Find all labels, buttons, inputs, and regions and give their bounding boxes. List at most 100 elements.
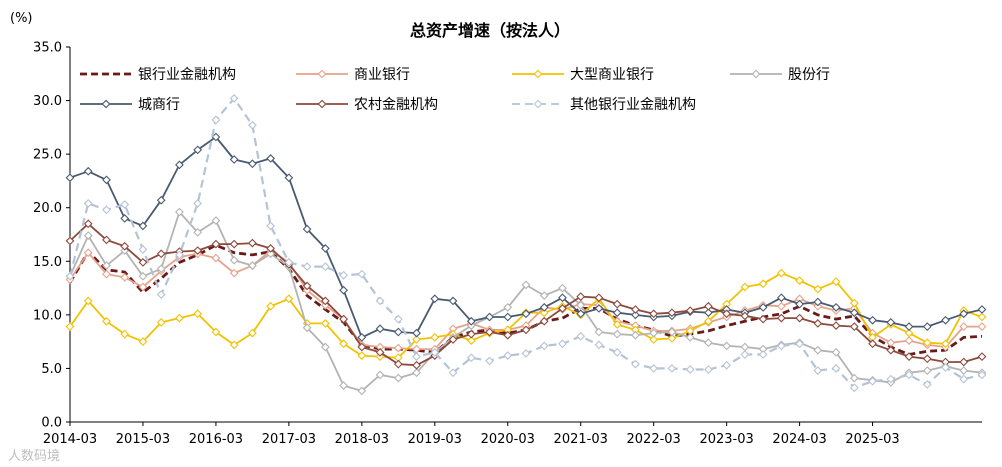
data-point <box>466 353 476 363</box>
data-point <box>576 331 586 341</box>
legend-item-4: 城商行 <box>80 97 180 113</box>
legend-marker <box>533 99 543 109</box>
data-point <box>83 296 93 306</box>
data-point <box>339 381 348 390</box>
data-point <box>594 304 604 313</box>
data-point <box>941 339 950 349</box>
data-point <box>284 173 294 183</box>
x-tick-label: 2022-03 <box>627 432 681 447</box>
data-point <box>393 327 403 337</box>
data-point <box>704 308 713 318</box>
data-point <box>795 339 804 349</box>
data-point <box>375 296 385 306</box>
data-point <box>120 329 130 339</box>
data-point <box>922 338 932 348</box>
data-point <box>704 316 713 326</box>
data-point <box>156 290 166 299</box>
data-point <box>339 314 348 324</box>
legend-marker <box>751 69 761 79</box>
data-point <box>667 334 677 343</box>
data-point <box>904 328 914 338</box>
legend-marker <box>533 69 543 79</box>
data-point <box>521 349 531 358</box>
data-point <box>412 335 421 344</box>
data-point <box>430 332 440 342</box>
y-unit-label: (%) <box>10 11 33 26</box>
data-point <box>758 279 768 289</box>
y-tick-label: 20.0 <box>33 201 62 216</box>
data-point <box>977 370 987 380</box>
data-point <box>922 380 932 389</box>
series-3 <box>65 207 987 396</box>
data-point <box>758 314 768 324</box>
data-point <box>795 313 804 323</box>
data-point <box>412 368 421 378</box>
data-point <box>229 155 239 164</box>
data-point <box>667 308 677 318</box>
data-point <box>831 321 841 330</box>
y-tick-label: 35.0 <box>33 41 62 56</box>
data-point <box>539 316 549 326</box>
data-point <box>156 317 166 327</box>
data-point <box>320 342 330 352</box>
data-point <box>302 323 312 333</box>
data-point <box>102 235 111 245</box>
x-tick-label: 2017-03 <box>262 432 316 447</box>
data-point <box>229 94 239 103</box>
data-point <box>904 352 914 362</box>
data-point <box>485 356 494 366</box>
data-point <box>248 120 257 130</box>
data-point <box>922 366 932 375</box>
legend-label: 商业银行 <box>354 67 410 83</box>
data-point <box>302 224 312 234</box>
data-point <box>685 332 695 342</box>
data-point <box>193 309 203 319</box>
series-line-1 <box>69 249 982 351</box>
data-point <box>959 322 969 332</box>
data-point <box>193 227 203 237</box>
data-point <box>758 302 768 312</box>
x-tick-label: 2018-03 <box>335 432 389 447</box>
data-point <box>612 347 622 357</box>
data-point <box>558 283 567 293</box>
data-point <box>357 351 367 360</box>
data-point <box>959 309 969 319</box>
data-point <box>248 261 257 270</box>
data-point <box>886 317 896 327</box>
data-point <box>320 262 330 272</box>
data-point <box>776 341 786 351</box>
series-layer <box>65 94 987 396</box>
data-point <box>430 347 440 357</box>
data-point <box>248 238 257 248</box>
data-point <box>138 271 148 281</box>
data-point <box>868 376 877 386</box>
data-point <box>558 293 567 303</box>
data-point <box>357 332 367 342</box>
data-point <box>211 239 221 249</box>
data-point <box>320 319 330 328</box>
data-point <box>886 374 896 384</box>
data-point <box>229 268 239 278</box>
data-point <box>266 249 276 259</box>
data-point <box>229 255 239 265</box>
series-2 <box>65 268 987 363</box>
data-point <box>138 245 148 254</box>
data-point <box>849 373 859 383</box>
data-point <box>685 306 695 315</box>
data-point <box>704 365 713 374</box>
data-point <box>393 314 403 324</box>
data-point <box>722 309 732 319</box>
data-point <box>120 200 130 209</box>
data-point <box>175 250 184 260</box>
data-point <box>266 154 276 163</box>
data-point <box>466 329 476 339</box>
data-point <box>722 360 732 370</box>
data-point <box>612 320 622 329</box>
series-5 <box>65 219 987 370</box>
data-point <box>904 370 914 380</box>
data-point <box>266 244 276 253</box>
data-point <box>631 359 640 369</box>
data-point <box>211 216 221 225</box>
data-point <box>558 304 567 313</box>
